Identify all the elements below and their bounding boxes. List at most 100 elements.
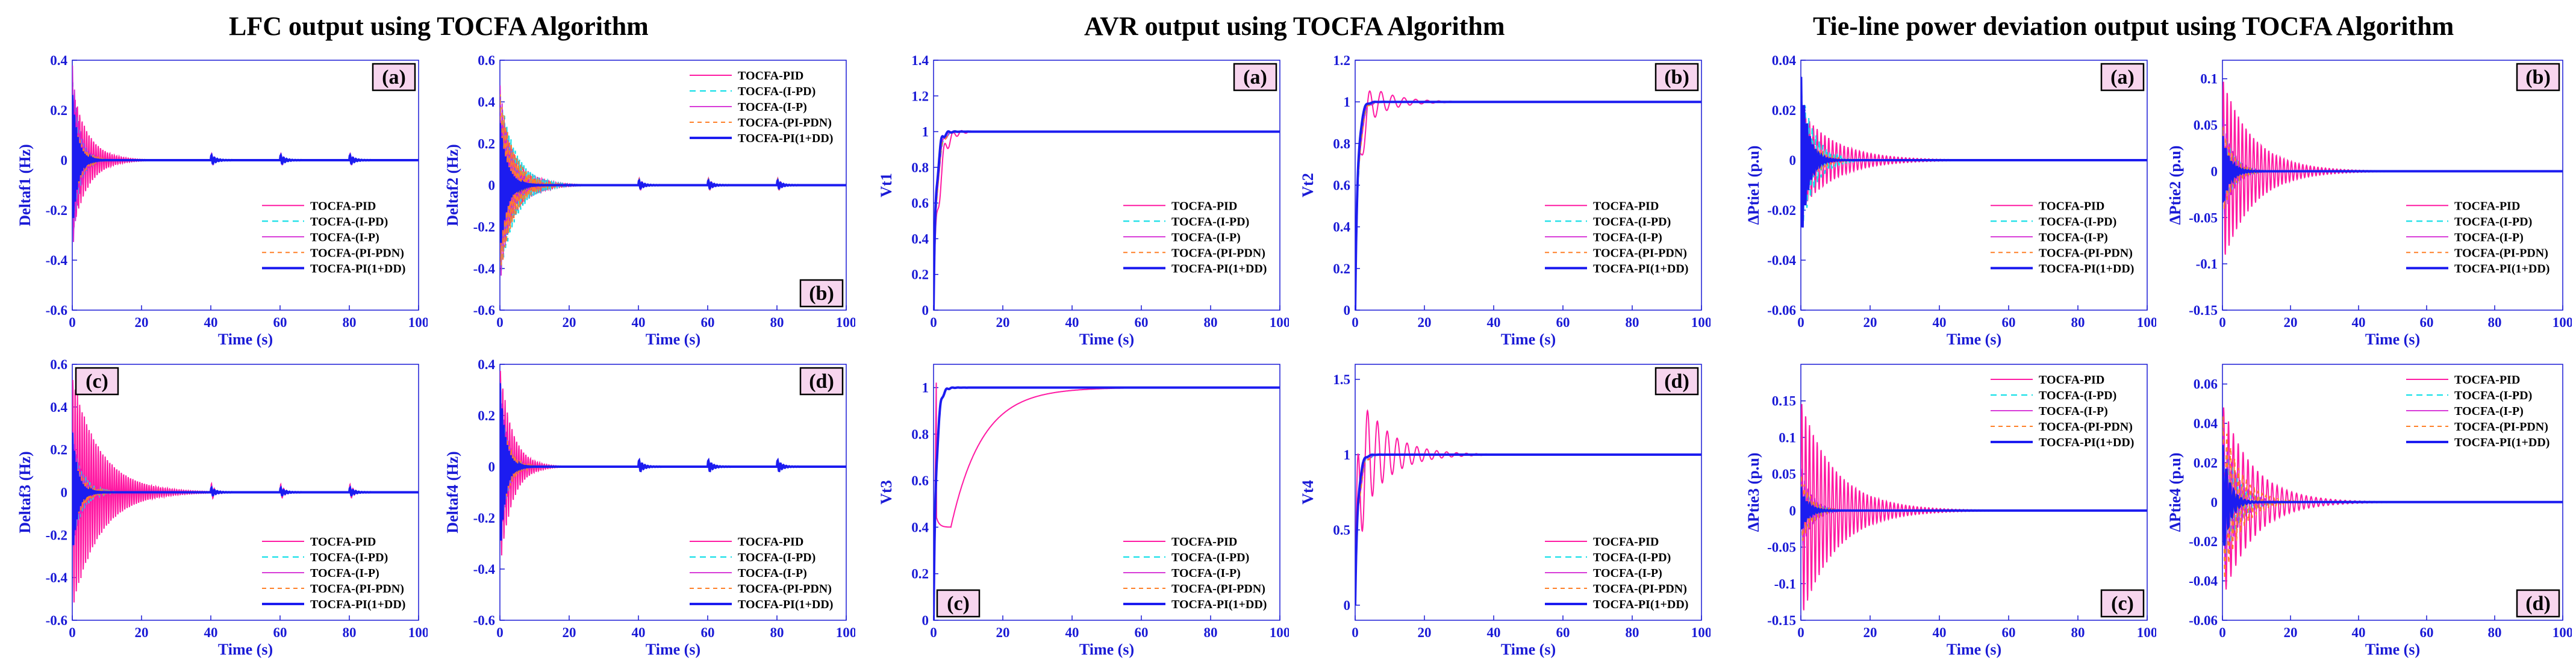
x-axis-label: Time (s) <box>646 331 700 348</box>
legend-entry: TOCFA-(I-PD) <box>1593 551 1671 564</box>
legend-entry: TOCFA-(I-P) <box>310 567 379 580</box>
x-tick-label: 0 <box>2219 625 2226 640</box>
x-tick-label: 20 <box>1418 315 1432 330</box>
legend-entry: TOCFA-PI(1+DD) <box>2039 436 2134 449</box>
x-tick-label: 60 <box>1556 315 1570 330</box>
plot-area <box>1355 364 1702 621</box>
x-tick-label: 20 <box>1863 625 1877 640</box>
x-tick-label: 0 <box>496 315 504 330</box>
x-tick-label: 60 <box>2002 315 2016 330</box>
y-tick-label: -0.4 <box>473 261 496 276</box>
y-tick-label: 0 <box>61 153 68 168</box>
plot-area <box>499 364 847 621</box>
x-tick-label: 80 <box>1204 315 1218 330</box>
panel-label: (b) <box>809 282 834 305</box>
x-axis-label: Time (s) <box>1079 641 1134 658</box>
y-tick-label: -0.2 <box>473 511 495 526</box>
y-axis-label: Vt1 <box>878 173 895 197</box>
x-tick-label: 40 <box>1065 315 1079 330</box>
series-group <box>1801 403 2147 611</box>
x-tick-label: 20 <box>996 625 1010 640</box>
x-tick-label: 80 <box>2488 625 2502 640</box>
legend-entry: TOCFA-PID <box>738 535 803 549</box>
y-tick-label: 0.6 <box>911 196 929 211</box>
series-group <box>2222 81 2563 255</box>
y-tick-label: 0.05 <box>2194 118 2218 133</box>
series-line-4 <box>72 432 419 546</box>
x-tick-label: 60 <box>1135 625 1149 640</box>
legend-entry: TOCFA-(PI-PDN) <box>1171 246 1265 260</box>
chart-avr-c: 0 20 40 60 80 100 1 0.8 0.6 0.4 0.2 0 Time (s) Vt3 (c)… <box>878 364 1289 658</box>
legend-entry: TOCFA-(PI-PDN) <box>738 582 832 596</box>
series-line-4 <box>1355 101 1701 310</box>
x-tick-label: 80 <box>1626 625 1639 640</box>
legend-entry: TOCFA-PID <box>1171 535 1237 549</box>
y-tick-label: 0 <box>1344 598 1351 613</box>
x-axis-label: Time (s) <box>218 641 273 658</box>
y-tick-label: 0.4 <box>911 231 929 246</box>
chart-tie-a: 0 20 40 60 80 100 0.04 0.02 0 -0.02 -0.04 -0.06 Time… <box>1745 53 2156 348</box>
legend-entry: TOCFA-(I-P) <box>1171 567 1241 580</box>
x-tick-label: 100 <box>836 625 855 640</box>
panel-label: (b) <box>2525 66 2551 89</box>
panel-label-badge <box>1654 367 1699 396</box>
x-tick-label: 100 <box>2137 315 2156 330</box>
x-tick-label: 0 <box>1797 315 1804 330</box>
x-tick-label: 20 <box>563 625 576 640</box>
legend-entry: TOCFA-(PI-PDN) <box>310 582 404 596</box>
x-tick-label: 20 <box>135 315 149 330</box>
y-tick-label: 0.1 <box>2200 72 2218 87</box>
y-tick-label: 0 <box>488 459 496 475</box>
panel-label: (a) <box>1243 66 1267 89</box>
series-line-4 <box>934 130 1280 310</box>
legend-entry: TOCFA-PI(1+DD) <box>1171 262 1267 275</box>
y-axis-label: ΔPtie3 (p.u) <box>1745 453 1762 532</box>
legend-entry: TOCFA-PID <box>1593 535 1659 549</box>
series-group <box>500 370 846 556</box>
y-tick-label: 0.2 <box>1333 261 1350 276</box>
x-tick-label: 60 <box>1135 315 1149 330</box>
series-line-4 <box>500 383 846 541</box>
x-tick-label: 0 <box>69 315 76 330</box>
legend-entry: TOCFA-PI(1+DD) <box>2454 262 2549 275</box>
y-axis-label: Deltaf1 (Hz) <box>16 144 34 226</box>
legend-entry: TOCFA-(I-PD) <box>2454 389 2532 402</box>
legend-entry: TOCFA-PID <box>2039 199 2104 213</box>
y-tick-label: 1 <box>922 381 929 396</box>
plot-area <box>2222 60 2563 311</box>
y-tick-label: -0.15 <box>2189 303 2218 318</box>
chart-lfc-c: 0 20 40 60 80 100 0.6 0.4 0.2 0 -0.2 -0.4 -0.6 Time (… <box>16 357 428 658</box>
panel-label-badge <box>799 279 844 308</box>
panel-label: (a) <box>382 66 406 89</box>
x-tick-label: 20 <box>1418 625 1432 640</box>
panel-label: (c) <box>947 593 970 615</box>
y-tick-label: 0.04 <box>2194 416 2218 431</box>
y-tick-label: -0.06 <box>2189 613 2218 628</box>
y-tick-label: 1.4 <box>911 53 929 68</box>
legend-entry: TOCFA-PID <box>2039 373 2104 387</box>
legend-entry: TOCFA-(I-P) <box>1593 231 1662 244</box>
legend-entry: TOCFA-(I-PD) <box>2039 215 2116 228</box>
legend-entry: TOCFA-(I-PD) <box>2454 215 2532 228</box>
legend-entry: TOCFA-(PI-PDN) <box>310 246 404 260</box>
y-tick-label: 0.2 <box>478 408 495 423</box>
x-tick-label: 100 <box>1270 315 1289 330</box>
x-tick-label: 40 <box>204 625 218 640</box>
y-axis-label: ΔPtie2 (p.u) <box>2166 146 2184 225</box>
legend-entry: TOCFA-PID <box>310 535 376 549</box>
y-tick-label: -0.6 <box>46 303 67 318</box>
y-tick-label: -0.2 <box>473 220 495 235</box>
plot-area <box>933 364 1280 621</box>
y-tick-label: -0.1 <box>1774 576 1796 591</box>
chart-avr-b: 0 20 40 60 80 100 1.2 1 0.8 0.6 0.4 0.2 0 Time (s) Vt2… <box>1299 53 1711 348</box>
x-tick-label: 20 <box>2284 315 2298 330</box>
y-tick-label: 0 <box>1789 503 1797 518</box>
chart-lfc-a: 0 20 40 60 80 100 0.4 0.2 0 -0.2 -0.4 -0.6 Time (s) D… <box>16 53 428 348</box>
legend-entry: TOCFA-PI(1+DD) <box>2039 262 2134 275</box>
y-tick-label: 0.2 <box>478 136 495 151</box>
y-tick-label: -0.6 <box>473 303 495 318</box>
x-tick-label: 100 <box>2553 625 2572 640</box>
y-tick-label: 0 <box>1344 303 1351 318</box>
x-tick-label: 60 <box>273 625 287 640</box>
x-tick-label: 60 <box>2002 625 2016 640</box>
